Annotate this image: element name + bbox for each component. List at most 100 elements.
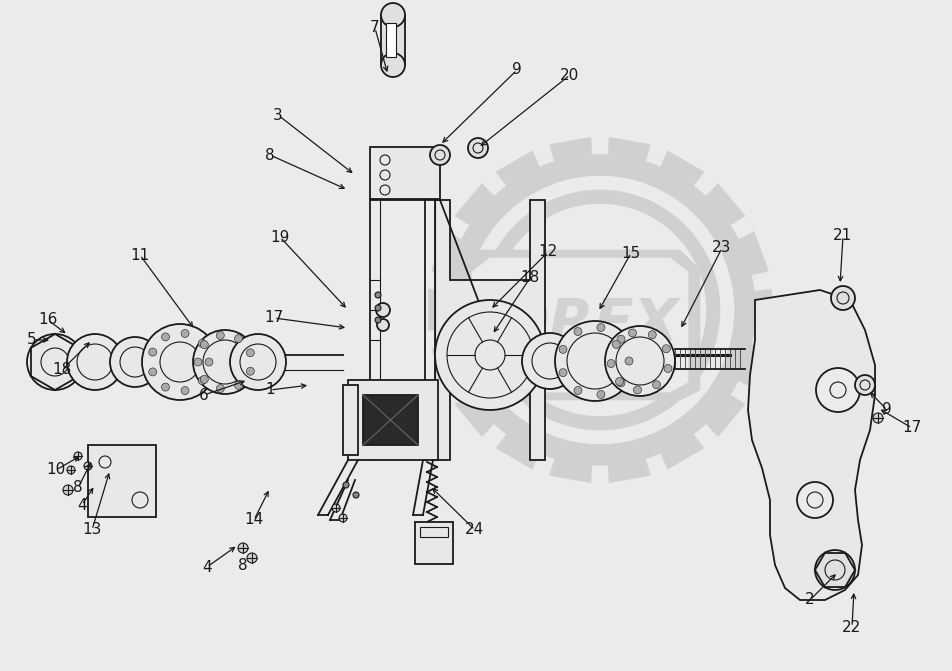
Polygon shape <box>434 200 545 460</box>
Text: 16: 16 <box>38 313 58 327</box>
Circle shape <box>67 466 75 474</box>
Circle shape <box>559 346 566 354</box>
Circle shape <box>647 331 656 339</box>
Circle shape <box>606 360 614 368</box>
Circle shape <box>374 317 381 323</box>
Circle shape <box>429 145 449 165</box>
Polygon shape <box>431 345 462 389</box>
Circle shape <box>84 462 92 470</box>
Circle shape <box>343 482 348 488</box>
Circle shape <box>559 368 566 376</box>
Circle shape <box>67 334 123 390</box>
Circle shape <box>616 379 625 387</box>
Circle shape <box>205 358 213 366</box>
Circle shape <box>193 330 257 394</box>
Polygon shape <box>705 183 744 225</box>
Text: 8: 8 <box>73 480 83 495</box>
Text: 9: 9 <box>882 403 891 417</box>
Polygon shape <box>660 433 704 469</box>
Polygon shape <box>454 395 494 437</box>
Circle shape <box>615 378 623 386</box>
Polygon shape <box>495 433 539 469</box>
Circle shape <box>625 357 632 365</box>
Circle shape <box>216 331 224 340</box>
Text: 9: 9 <box>511 62 522 77</box>
Circle shape <box>662 345 669 353</box>
Text: 20: 20 <box>560 68 579 83</box>
Polygon shape <box>431 231 462 275</box>
Circle shape <box>109 337 160 387</box>
Circle shape <box>633 386 641 394</box>
Circle shape <box>194 358 202 366</box>
Circle shape <box>234 335 242 343</box>
Circle shape <box>664 364 671 372</box>
Circle shape <box>854 375 874 395</box>
Text: 11: 11 <box>130 248 149 262</box>
Circle shape <box>381 3 405 27</box>
Polygon shape <box>607 458 650 482</box>
Circle shape <box>198 340 206 348</box>
Circle shape <box>149 348 156 356</box>
Bar <box>369 147 440 199</box>
Text: 17: 17 <box>264 311 284 325</box>
Text: 18: 18 <box>52 362 71 378</box>
Polygon shape <box>454 183 494 225</box>
Circle shape <box>814 550 854 590</box>
Text: 4: 4 <box>202 560 211 574</box>
Circle shape <box>492 203 706 417</box>
Polygon shape <box>747 290 874 600</box>
Polygon shape <box>738 231 767 275</box>
Circle shape <box>381 53 405 77</box>
Text: 21: 21 <box>832 229 852 244</box>
Polygon shape <box>549 458 591 482</box>
Text: 18: 18 <box>520 270 539 285</box>
Circle shape <box>376 303 389 317</box>
Circle shape <box>149 368 156 376</box>
Circle shape <box>573 327 582 336</box>
Bar <box>363 395 418 445</box>
Circle shape <box>238 543 248 553</box>
Circle shape <box>596 323 605 331</box>
Circle shape <box>247 349 254 357</box>
Circle shape <box>652 380 660 389</box>
Circle shape <box>434 300 545 410</box>
Polygon shape <box>471 258 687 392</box>
Polygon shape <box>753 289 771 331</box>
Text: 3: 3 <box>273 107 283 123</box>
Circle shape <box>339 514 347 522</box>
Circle shape <box>74 452 82 460</box>
Text: 8: 8 <box>265 148 274 162</box>
Polygon shape <box>549 138 591 162</box>
Circle shape <box>616 335 625 343</box>
Circle shape <box>467 138 487 158</box>
Circle shape <box>331 504 340 512</box>
Circle shape <box>872 413 883 423</box>
Bar <box>414 522 452 564</box>
Text: 8: 8 <box>238 558 248 572</box>
Circle shape <box>605 326 674 396</box>
Circle shape <box>200 375 208 383</box>
Text: 13: 13 <box>82 523 102 537</box>
Text: 7: 7 <box>369 21 380 36</box>
Circle shape <box>796 482 832 518</box>
Text: 5: 5 <box>28 333 37 348</box>
Circle shape <box>573 386 582 395</box>
Text: 4: 4 <box>77 497 87 513</box>
Circle shape <box>63 485 73 495</box>
Circle shape <box>830 286 854 310</box>
Polygon shape <box>738 345 767 389</box>
Circle shape <box>465 175 734 445</box>
Bar <box>343 385 358 455</box>
Circle shape <box>27 334 83 390</box>
Circle shape <box>611 340 620 348</box>
Circle shape <box>161 333 169 341</box>
Circle shape <box>377 319 388 331</box>
Text: 6: 6 <box>199 387 208 403</box>
Text: 1: 1 <box>265 382 274 397</box>
Text: 24: 24 <box>465 523 485 537</box>
Text: OREX: OREX <box>500 297 679 354</box>
Bar <box>381 15 405 65</box>
Polygon shape <box>495 151 539 187</box>
Circle shape <box>554 321 634 401</box>
Circle shape <box>229 334 286 390</box>
